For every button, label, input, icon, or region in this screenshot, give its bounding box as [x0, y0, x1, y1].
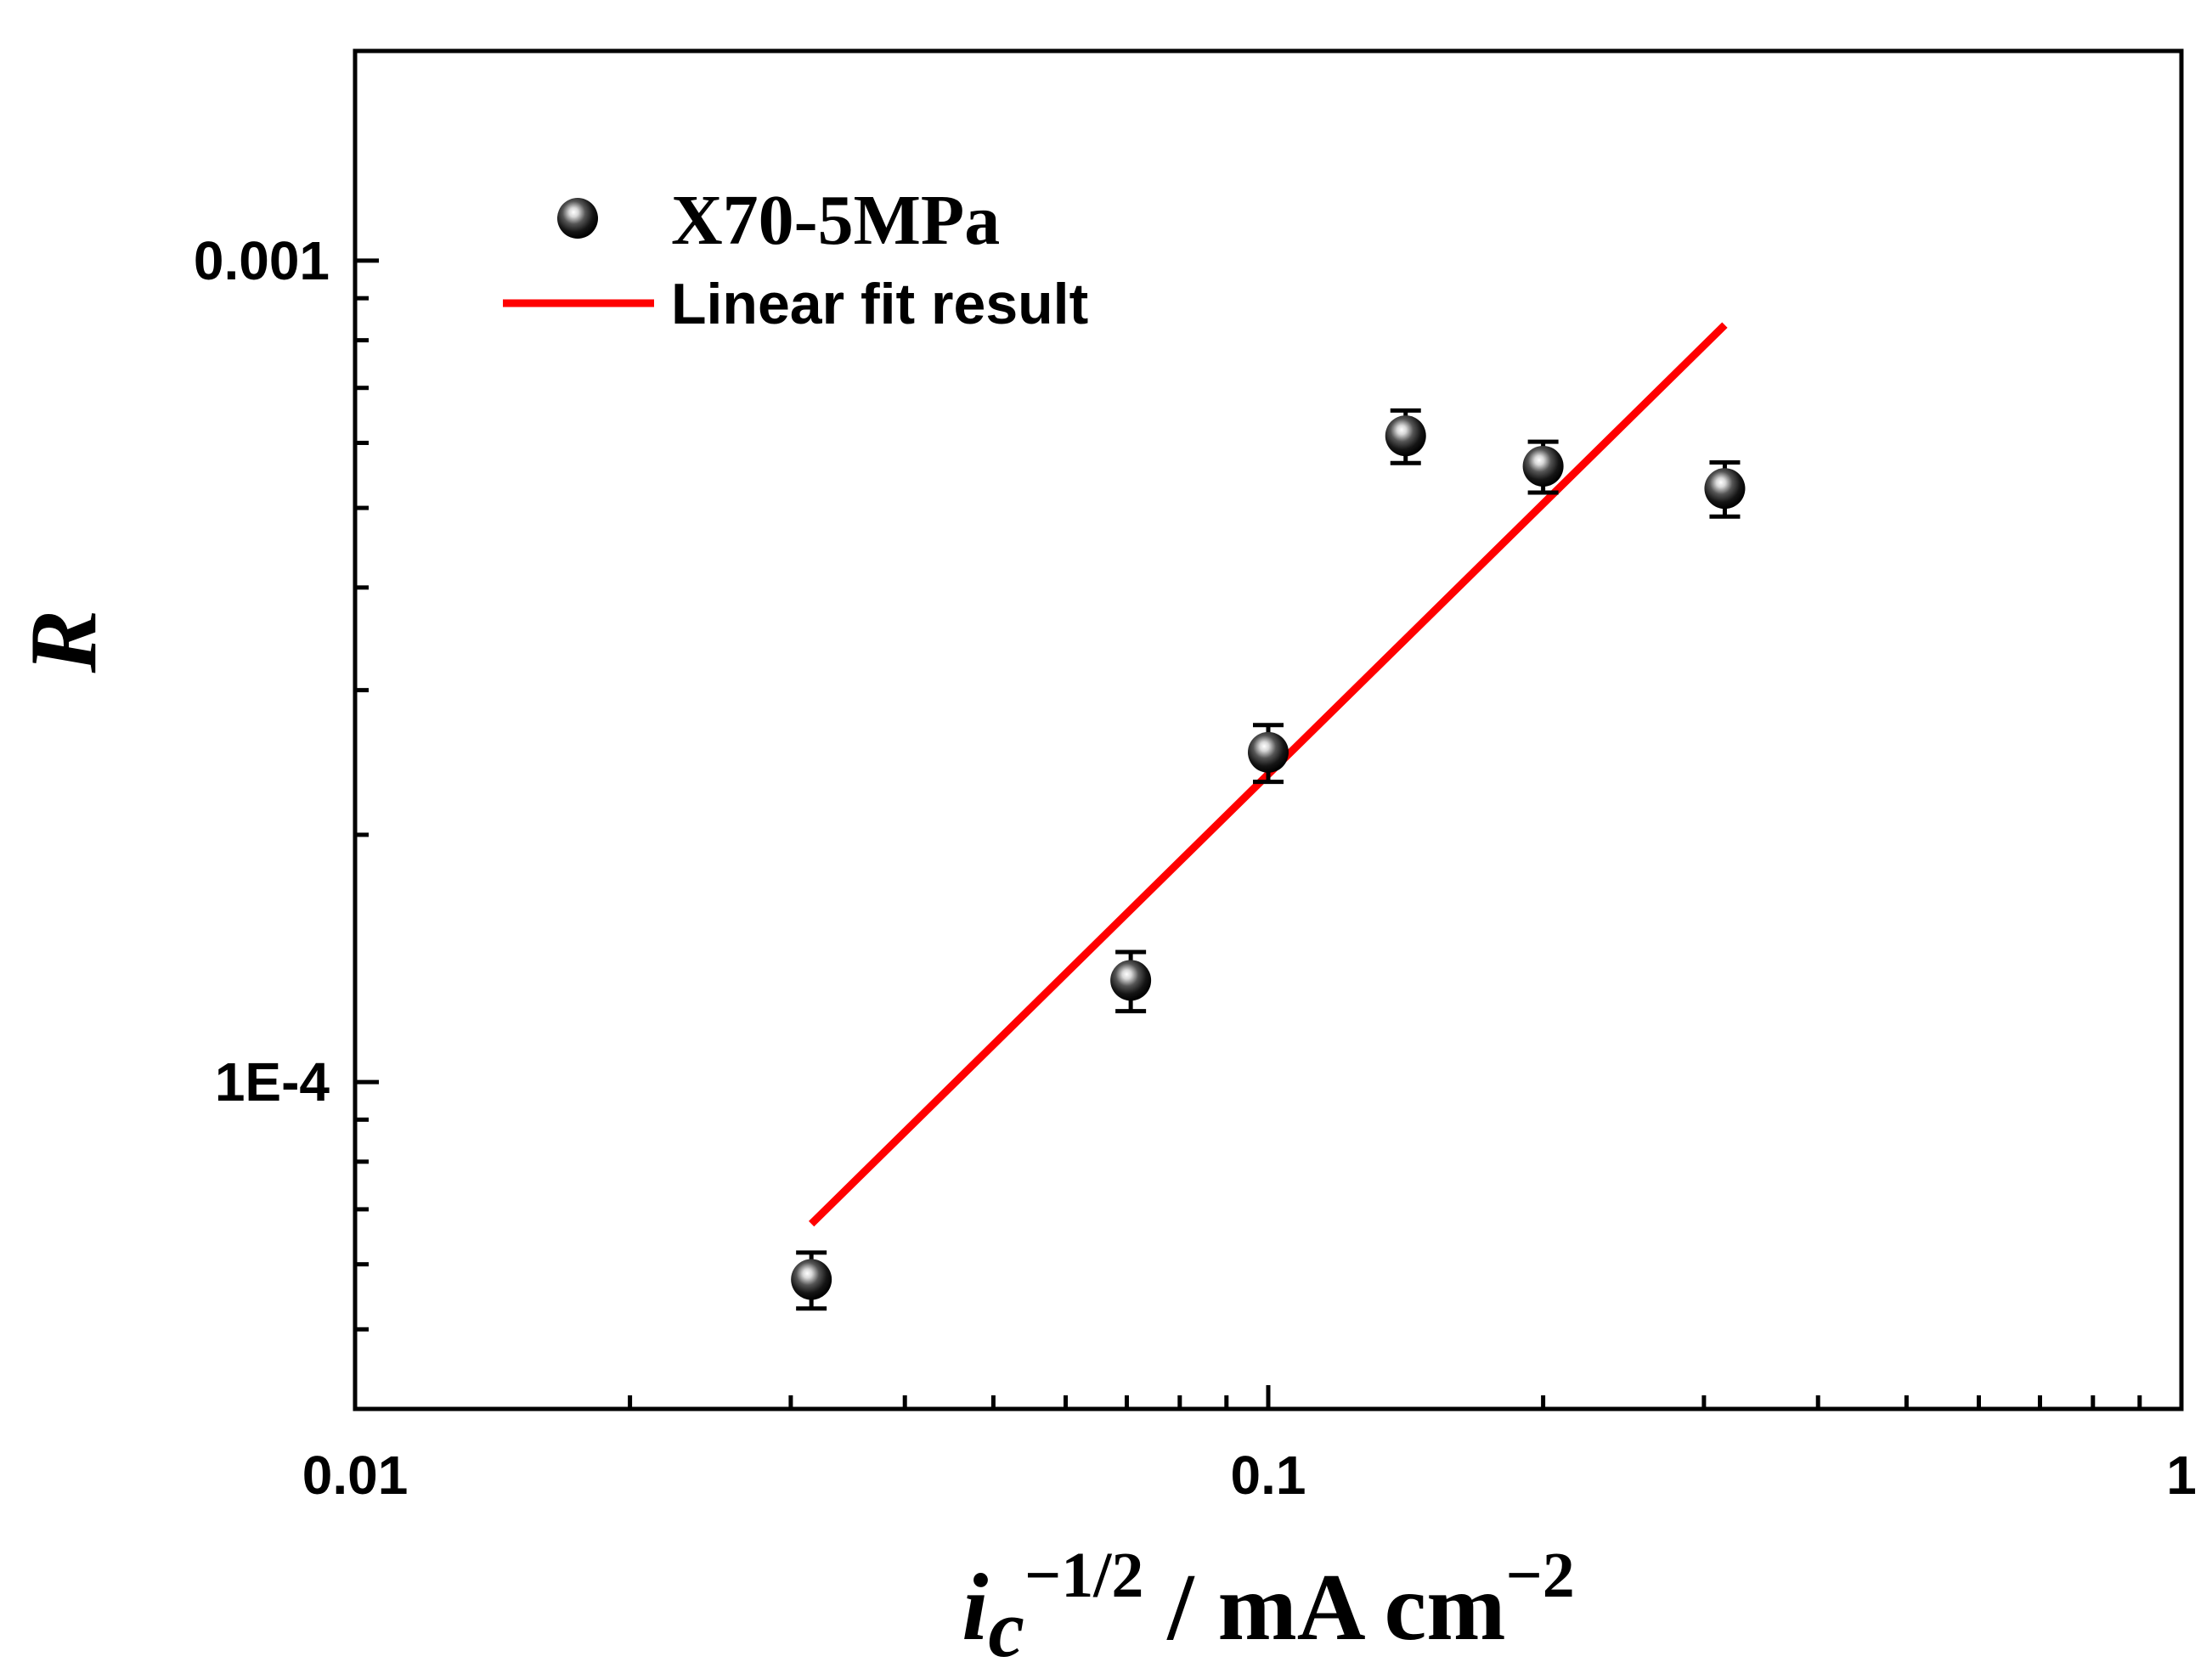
x-axis-title-main: i	[962, 1555, 988, 1660]
legend-scatter-label: X70-5MPa	[671, 181, 1000, 260]
y-axis-title: R	[11, 610, 116, 674]
x-axis-title-rest: / mA cm	[1143, 1555, 1505, 1660]
data-point	[1385, 408, 1426, 465]
x-axis-title-sup: −1/2	[1024, 1540, 1143, 1611]
y-tick-label: 1E-4	[215, 1051, 330, 1113]
x-axis-title: ic−1/2 / mA cm−2	[962, 1540, 1575, 1674]
legend-fit-label: Linear fit result	[671, 272, 1088, 336]
data-marker	[791, 1259, 832, 1300]
data-points-layer	[791, 408, 1746, 1311]
legend: X70-5MPa Linear fit result	[503, 181, 1088, 336]
x-tick-label: 0.01	[302, 1445, 409, 1506]
data-point	[1110, 949, 1152, 1014]
x-tick-label: 1	[2166, 1445, 2197, 1506]
data-marker	[1110, 960, 1152, 1001]
data-marker	[1522, 445, 1564, 487]
y-tick-label: 0.001	[194, 230, 330, 291]
x-tick-label: 0.1	[1231, 1445, 1306, 1506]
axis-ticks	[353, 258, 2184, 1411]
data-point	[791, 1250, 832, 1311]
legend-scatter-marker	[557, 198, 598, 239]
data-marker	[1704, 468, 1746, 510]
data-point	[1522, 439, 1564, 495]
x-axis-title-sub: c	[988, 1583, 1024, 1674]
axis-tick-labels: 0.01 0.1 1 1E-4 0.001	[194, 230, 2197, 1506]
data-point	[1248, 723, 1289, 785]
data-marker	[1385, 415, 1426, 457]
data-marker	[1248, 731, 1289, 773]
x-axis-title-unit-sup: −2	[1505, 1540, 1574, 1611]
data-point	[1704, 459, 1746, 519]
